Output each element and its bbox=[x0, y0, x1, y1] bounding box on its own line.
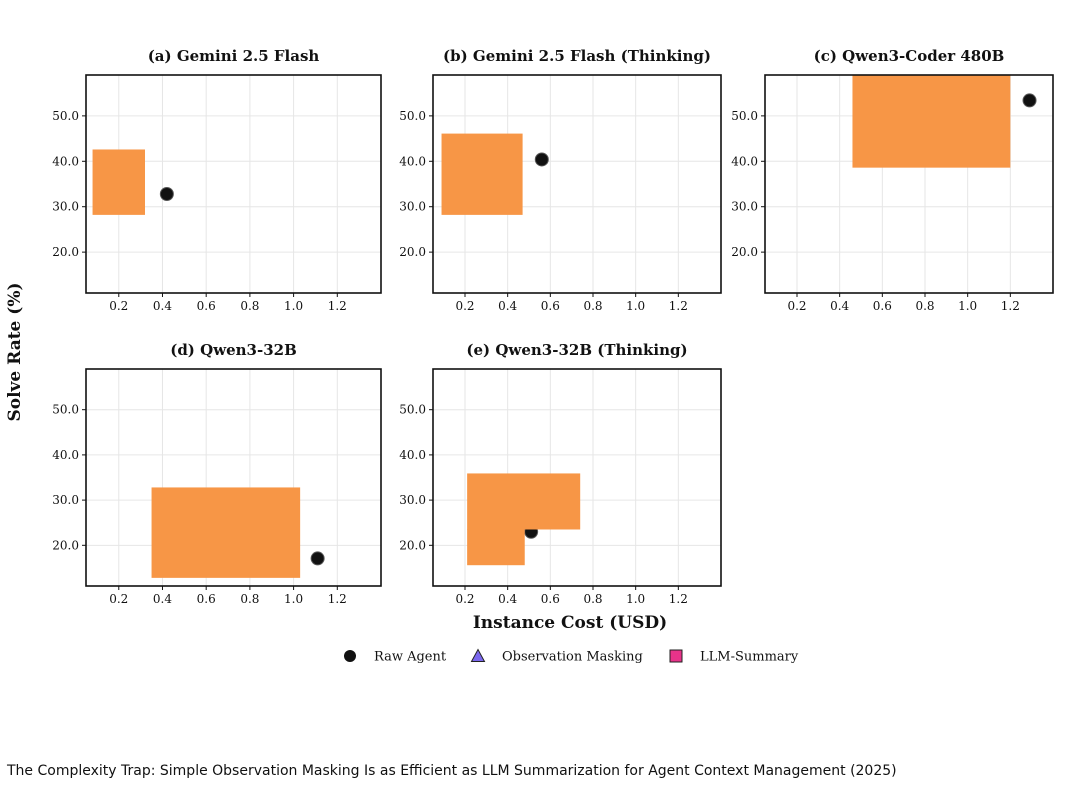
y-tick-label: 30.0 bbox=[399, 493, 426, 507]
occluding-box bbox=[467, 529, 525, 566]
x-tick-label: 1.0 bbox=[626, 592, 645, 606]
caption: The Complexity Trap: Simple Observation … bbox=[7, 763, 897, 779]
x-tick-label: 1.2 bbox=[1001, 299, 1020, 313]
legend-label: Observation Masking bbox=[502, 650, 643, 665]
panel-4: 0.2 0.4 0.6 0.8 1.0 1.2 20.0 30.0 40.0 50.0 (d) Qw… bbox=[52, 341, 382, 606]
legend-item: Observation Masking bbox=[470, 648, 643, 665]
panel-title: (e) Qwen3-32B (Thinking) bbox=[466, 341, 687, 359]
plot-frame bbox=[764, 74, 1054, 294]
plot-frame bbox=[85, 368, 382, 587]
x-tick-label: 0.8 bbox=[915, 299, 934, 313]
legend-label: LLM-Summary bbox=[700, 650, 799, 665]
panel-2: 0.2 0.4 0.6 0.8 1.0 1.2 20.0 30.0 40.0 50.0 (b) Ge… bbox=[399, 47, 722, 313]
x-tick-label: 0.8 bbox=[240, 299, 259, 313]
y-tick-label: 40.0 bbox=[399, 154, 426, 168]
occluding-box bbox=[852, 75, 1011, 168]
x-axis-label: Instance Cost (USD) bbox=[473, 613, 667, 633]
x-tick-label: 0.8 bbox=[583, 592, 602, 606]
plot-frame bbox=[432, 368, 722, 587]
raw-agent-point bbox=[534, 152, 549, 167]
occluding-box bbox=[441, 133, 523, 215]
y-tick-label: 30.0 bbox=[399, 200, 426, 214]
plot-frame bbox=[85, 74, 382, 294]
x-tick-label: 0.2 bbox=[109, 299, 128, 313]
x-tick-label: 0.6 bbox=[873, 299, 892, 313]
x-tick-label: 0.6 bbox=[541, 592, 560, 606]
x-tick-label: 0.8 bbox=[583, 299, 602, 313]
panel-title: (b) Gemini 2.5 Flash (Thinking) bbox=[443, 47, 711, 65]
y-axis-label: Solve Rate (%) bbox=[5, 282, 25, 421]
x-tick-label: 0.6 bbox=[197, 299, 216, 313]
x-tick-label: 0.2 bbox=[455, 299, 474, 313]
y-tick-label: 20.0 bbox=[399, 245, 426, 259]
legend-circle-marker bbox=[344, 650, 356, 662]
x-tick-label: 1.2 bbox=[669, 299, 688, 313]
x-tick-label: 1.2 bbox=[328, 592, 347, 606]
x-tick-label: 1.0 bbox=[284, 299, 303, 313]
x-tick-label: 0.2 bbox=[787, 299, 806, 313]
y-tick-label: 50.0 bbox=[399, 403, 426, 417]
x-tick-label: 0.6 bbox=[197, 592, 216, 606]
legend-label: Raw Agent bbox=[374, 650, 447, 665]
y-tick-label: 50.0 bbox=[399, 109, 426, 123]
x-tick-label: 1.0 bbox=[958, 299, 977, 313]
legend-item: Raw Agent bbox=[344, 650, 447, 665]
x-tick-label: 1.0 bbox=[284, 592, 303, 606]
x-tick-label: 0.4 bbox=[498, 592, 517, 606]
x-tick-label: 0.6 bbox=[541, 299, 560, 313]
legend-triangle-marker bbox=[470, 648, 486, 662]
x-tick-label: 0.4 bbox=[153, 592, 172, 606]
raw-agent-point bbox=[159, 186, 174, 201]
legend-square-marker bbox=[669, 649, 683, 663]
panel-1: 0.2 0.4 0.6 0.8 1.0 1.2 20.0 30.0 40.0 50.0 (a) Ge… bbox=[52, 47, 382, 313]
x-tick-label: 0.2 bbox=[455, 592, 474, 606]
y-tick-label: 50.0 bbox=[52, 403, 79, 417]
panels: 0.2 0.4 0.6 0.8 1.0 1.2 20.0 30.0 40.0 50.0 (a) Ge… bbox=[52, 47, 1054, 606]
y-tick-label: 30.0 bbox=[52, 493, 79, 507]
plot-frame bbox=[432, 74, 722, 294]
y-tick-label: 20.0 bbox=[731, 245, 758, 259]
y-tick-label: 20.0 bbox=[399, 538, 426, 552]
y-tick-label: 50.0 bbox=[731, 109, 758, 123]
occluding-box bbox=[467, 473, 581, 530]
x-tick-label: 0.8 bbox=[240, 592, 259, 606]
x-tick-label: 1.2 bbox=[669, 592, 688, 606]
occluding-box bbox=[151, 487, 301, 578]
y-tick-label: 40.0 bbox=[52, 154, 79, 168]
x-tick-label: 0.2 bbox=[109, 592, 128, 606]
panel-5: 0.2 0.4 0.6 0.8 1.0 1.2 20.0 30.0 40.0 50.0 (e) Qw… bbox=[399, 341, 722, 606]
panel-title: (d) Qwen3-32B bbox=[170, 341, 297, 359]
y-tick-label: 30.0 bbox=[731, 200, 758, 214]
y-tick-label: 20.0 bbox=[52, 245, 79, 259]
x-tick-label: 0.4 bbox=[830, 299, 849, 313]
panel-title: (c) Qwen3-Coder 480B bbox=[814, 47, 1005, 65]
y-tick-label: 30.0 bbox=[52, 200, 79, 214]
legend-item: LLM-Summary bbox=[669, 649, 799, 665]
x-tick-label: 1.2 bbox=[328, 299, 347, 313]
y-tick-label: 50.0 bbox=[52, 109, 79, 123]
panel-title: (a) Gemini 2.5 Flash bbox=[148, 47, 320, 65]
x-tick-label: 0.4 bbox=[498, 299, 517, 313]
x-tick-label: 1.0 bbox=[626, 299, 645, 313]
raw-agent-point bbox=[310, 551, 325, 566]
occluding-box bbox=[92, 149, 145, 215]
y-tick-label: 40.0 bbox=[731, 154, 758, 168]
y-tick-label: 20.0 bbox=[52, 538, 79, 552]
legend: Raw Agent Observation Masking LLM-Summary bbox=[344, 648, 799, 665]
x-tick-label: 0.4 bbox=[153, 299, 172, 313]
y-tick-label: 40.0 bbox=[399, 448, 426, 462]
y-tick-label: 40.0 bbox=[52, 448, 79, 462]
raw-agent-point bbox=[1022, 93, 1037, 108]
panel-3: 0.2 0.4 0.6 0.8 1.0 1.2 20.0 30.0 40.0 50.0 (c) Qw… bbox=[731, 47, 1054, 313]
